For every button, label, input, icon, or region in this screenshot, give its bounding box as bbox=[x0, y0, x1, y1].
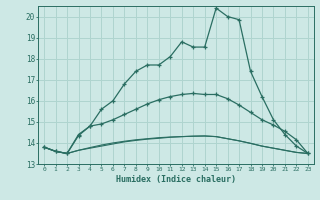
X-axis label: Humidex (Indice chaleur): Humidex (Indice chaleur) bbox=[116, 175, 236, 184]
